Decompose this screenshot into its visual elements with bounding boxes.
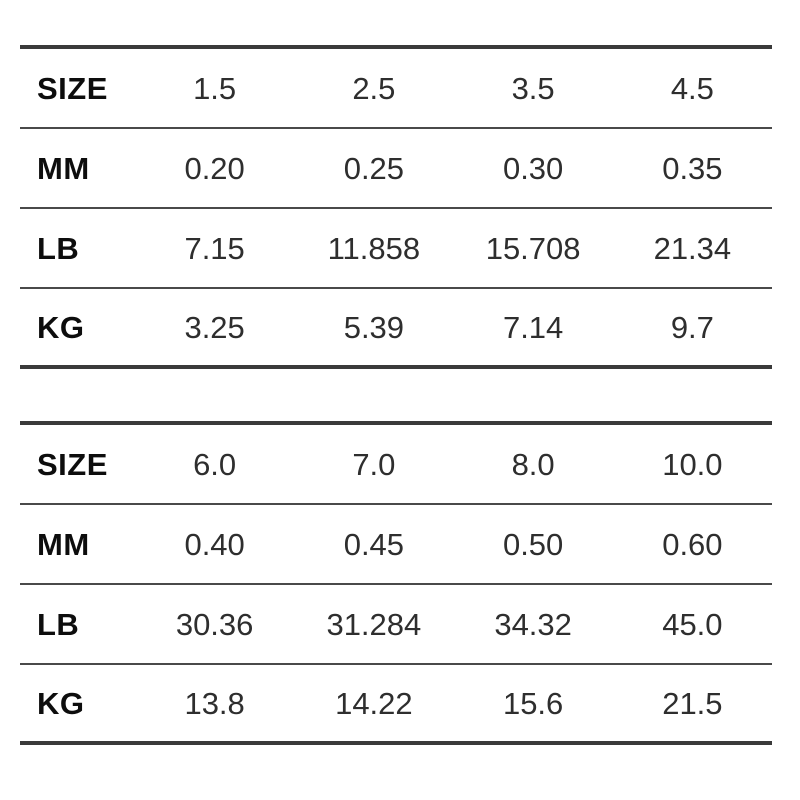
table-cell: 1.5	[193, 70, 237, 106]
table-row-kg: KG 3.25 5.39 7.14 9.7	[20, 289, 772, 369]
table-row-lb: LB 30.36 31.284 34.32 45.0	[20, 585, 772, 665]
table-row-mm: MM 0.40 0.45 0.50 0.60	[20, 505, 772, 585]
table-cell: 14.22	[335, 685, 413, 721]
table-cell: 9.7	[670, 309, 714, 345]
table-cell: 0.40	[184, 526, 245, 562]
table-cell: 0.45	[343, 526, 405, 562]
row-header-mm: MM	[37, 526, 90, 562]
table-cell: 0.30	[502, 150, 564, 186]
row-header-kg: KG	[37, 309, 85, 345]
table-row-size: SIZE 6.0 7.0 8.0 10.0	[20, 425, 772, 505]
row-header-size: SIZE	[37, 446, 108, 482]
table-cell: 4.5	[670, 70, 714, 106]
row-header-mm: MM	[37, 150, 90, 186]
table-cell: 15.6	[502, 685, 564, 721]
table-cell: 0.60	[662, 526, 723, 562]
table-cell: 15.708	[485, 230, 581, 266]
table-row-mm: MM 0.20 0.25 0.30 0.35	[20, 129, 772, 209]
table-cell: 7.14	[502, 309, 564, 345]
row-header-size: SIZE	[37, 70, 108, 106]
table-cell: 7.15	[184, 230, 245, 266]
table-cell: 3.25	[184, 309, 245, 345]
table-cell: 21.5	[662, 685, 723, 721]
table-cell: 34.32	[494, 606, 572, 642]
spec-sheet: SIZE 1.5 2.5 3.5 4.5 MM 0.20 0.25 0.30 0…	[0, 45, 800, 800]
table-cell: 0.25	[343, 150, 405, 186]
spec-table-small-sizes: SIZE 1.5 2.5 3.5 4.5 MM 0.20 0.25 0.30 0…	[20, 45, 772, 369]
table-cell: 6.0	[193, 446, 237, 482]
table-cell: 11.858	[327, 230, 421, 266]
table-cell: 10.0	[662, 446, 723, 482]
table-cell: 13.8	[184, 685, 245, 721]
table-cell: 3.5	[511, 70, 555, 106]
table-cell: 31.284	[326, 606, 422, 642]
table-cell: 0.50	[502, 526, 564, 562]
table-row-lb: LB 7.15 11.858 15.708 21.34	[20, 209, 772, 289]
spec-table-large-sizes: SIZE 6.0 7.0 8.0 10.0 MM 0.40 0.45 0.50 …	[20, 421, 772, 745]
table-row-kg: KG 13.8 14.22 15.6 21.5	[20, 665, 772, 745]
table-cell: 8.0	[511, 446, 555, 482]
row-header-lb: LB	[37, 606, 80, 642]
table-cell: 30.36	[175, 606, 254, 642]
table-cell: 2.5	[352, 70, 396, 106]
table-cell: 7.0	[352, 446, 396, 482]
table-row-size: SIZE 1.5 2.5 3.5 4.5	[20, 49, 772, 129]
table-cell: 0.35	[662, 150, 723, 186]
table-cell: 21.34	[653, 230, 732, 266]
table-cell: 5.39	[343, 309, 405, 345]
table-cell: 45.0	[662, 606, 723, 642]
row-header-kg: KG	[37, 685, 85, 721]
table-cell: 0.20	[184, 150, 245, 186]
row-header-lb: LB	[37, 230, 80, 266]
